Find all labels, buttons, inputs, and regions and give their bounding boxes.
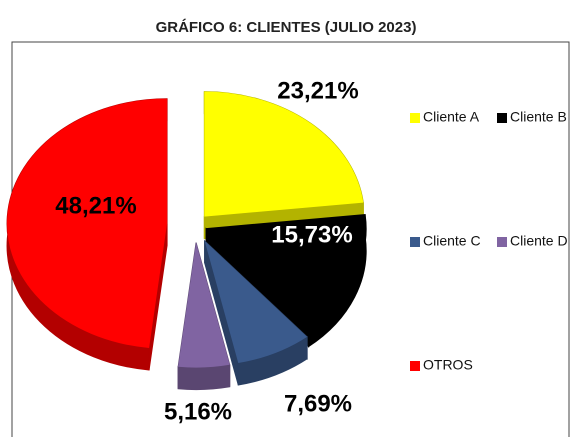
pie-slice [204, 239, 308, 386]
slice-top [204, 240, 308, 364]
slice-top [7, 98, 168, 348]
data-label: 5,16% [164, 398, 232, 425]
data-label: 15,73% [271, 221, 352, 248]
legend-swatch [410, 237, 420, 247]
legend-swatch [497, 113, 507, 123]
data-label: 23,21% [277, 77, 358, 104]
data-label: 48,21% [55, 192, 136, 219]
legend-label: OTROS [423, 357, 473, 373]
legend-swatch [410, 361, 420, 371]
slice-top [178, 242, 230, 368]
legend-swatch [410, 113, 420, 123]
legend-label: Cliente D [510, 233, 568, 249]
pie-slice [6, 98, 168, 371]
data-label: 7,69% [284, 390, 352, 417]
slice-side [177, 364, 231, 391]
legend-label: Cliente A [423, 109, 480, 125]
legend-label: Cliente B [510, 109, 567, 125]
slice-top [206, 214, 367, 325]
chart-title: GRÁFICO 6: CLIENTES (JULIO 2023) [156, 19, 417, 36]
pie-slice [177, 242, 231, 391]
legend-label: Cliente C [423, 233, 481, 249]
legend-swatch [497, 237, 507, 247]
slice-top [204, 91, 364, 217]
